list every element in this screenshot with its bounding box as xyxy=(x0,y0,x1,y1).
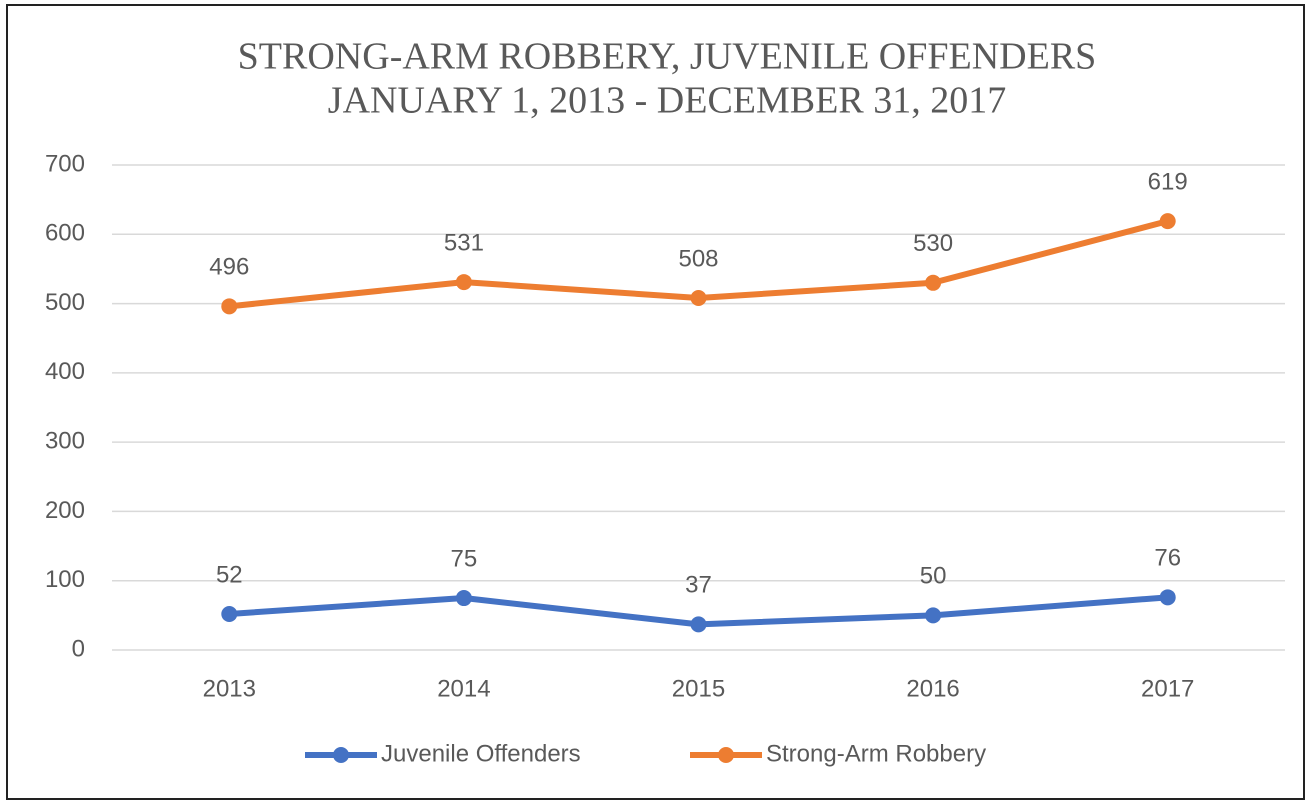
data-label: 619 xyxy=(1148,168,1188,195)
point-marker xyxy=(690,616,707,633)
y-tick-label: 0 xyxy=(72,635,85,662)
y-tick-label: 300 xyxy=(45,427,85,454)
data-label: 52 xyxy=(216,561,243,588)
y-tick-label: 700 xyxy=(45,150,85,177)
data-label: 37 xyxy=(685,572,712,599)
data-label: 496 xyxy=(209,254,249,281)
data-label: 76 xyxy=(1154,545,1181,572)
legend-label: Strong-Arm Robbery xyxy=(766,740,986,767)
x-tick-label: 2013 xyxy=(203,675,256,702)
point-marker xyxy=(925,274,942,291)
y-tick-label: 500 xyxy=(45,289,85,316)
data-label: 508 xyxy=(678,245,718,272)
x-tick-label: 2017 xyxy=(1141,675,1194,702)
chart-title: STRONG-ARM ROBBERY, JUVENILE OFFENDERS xyxy=(238,36,1097,78)
y-tick-label: 100 xyxy=(45,566,85,593)
data-label: 50 xyxy=(920,563,947,590)
point-marker xyxy=(221,605,238,622)
point-marker xyxy=(690,290,707,307)
legend-marker xyxy=(333,747,349,763)
point-marker xyxy=(925,607,942,624)
point-marker xyxy=(1159,589,1176,606)
legend-label: Juvenile Offenders xyxy=(381,740,581,767)
chart-subtitle: JANUARY 1, 2013 - DECEMBER 31, 2017 xyxy=(328,80,1006,122)
x-tick-label: 2014 xyxy=(437,675,490,702)
y-tick-label: 600 xyxy=(45,220,85,247)
legend-marker xyxy=(718,747,734,763)
chart-border xyxy=(6,4,1305,800)
x-tick-label: 2016 xyxy=(906,675,959,702)
x-tick-label: 2015 xyxy=(672,675,725,702)
data-label: 530 xyxy=(913,230,953,257)
data-label: 531 xyxy=(444,229,484,256)
y-tick-label: 200 xyxy=(45,497,85,524)
point-marker xyxy=(221,298,238,315)
y-tick-label: 400 xyxy=(45,358,85,385)
data-label: 75 xyxy=(451,545,478,572)
point-marker xyxy=(1159,213,1176,230)
point-marker xyxy=(455,590,472,607)
point-marker xyxy=(455,274,472,291)
